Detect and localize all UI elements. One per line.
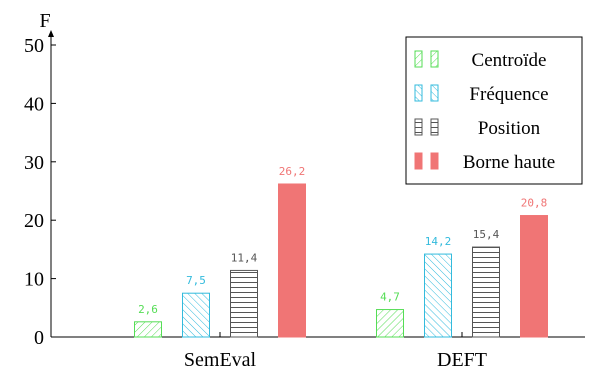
legend-item-centroide: Centroïde: [414, 50, 547, 71]
data-label-frequence-semeval: 7,5: [186, 274, 206, 287]
legend-label: Borne haute: [463, 152, 555, 173]
bars: [134, 183, 548, 338]
y-tick-label: 50: [24, 35, 44, 57]
data-label-borne-haute-semeval: 26,2: [279, 165, 306, 178]
legend-label: Position: [478, 118, 541, 139]
bar-centroide-deft: [376, 309, 404, 338]
bar-frequence-semeval: [182, 292, 210, 338]
y-tick-label: 30: [24, 152, 44, 174]
legend-item-frequence: Fréquence: [414, 84, 549, 105]
data-label-position-semeval: 11,4: [231, 251, 258, 264]
legend-swatch: [414, 118, 423, 136]
data-label-position-deft: 15,4: [473, 228, 500, 241]
legend-items: Centroïde Fréquence Position Borne haute: [414, 50, 555, 173]
bar-frequence-deft: [424, 253, 452, 338]
bar-borne-haute-deft: [520, 215, 548, 338]
y-tick-label: 40: [24, 93, 44, 115]
legend-swatch: [430, 84, 439, 102]
legend-swatch: [430, 50, 439, 68]
data-label-centroide-deft: 4,7: [380, 291, 400, 304]
legend-item-position: Position: [414, 118, 541, 139]
bar-centroide-semeval: [134, 321, 162, 338]
bar-position-deft: [472, 246, 500, 338]
legend-swatch: [414, 152, 423, 170]
y-axis-arrow: [48, 30, 54, 37]
y-tick-label: 20: [24, 210, 44, 232]
data-label-borne-haute-deft: 20,8: [521, 197, 548, 210]
legend-label: Fréquence: [469, 84, 548, 105]
legend-swatch: [430, 152, 439, 170]
legend-item-borne-haute: Borne haute: [414, 152, 555, 173]
legend-label: Centroïde: [472, 50, 547, 71]
legend-swatch: [414, 84, 423, 102]
legend-swatch: [430, 118, 439, 136]
y-tick-label: 10: [24, 269, 44, 291]
bar-position-semeval: [230, 269, 258, 338]
data-labels: 2,6 7,5 11,4 26,2 4,7 14,2 15,4 20,8: [138, 165, 547, 316]
y-tick-label: 0: [34, 327, 44, 349]
y-axis-title: F: [39, 10, 50, 32]
x-ticks: SemEval DEFT: [184, 332, 487, 371]
x-tick-label-deft: DEFT: [437, 349, 487, 371]
data-label-frequence-deft: 14,2: [425, 235, 452, 248]
y-ticks: 0 10 20 30 40 50: [24, 35, 56, 349]
x-tick-label-semeval: SemEval: [184, 349, 257, 371]
legend-swatch: [414, 50, 423, 68]
bar-borne-haute-semeval: [278, 183, 306, 338]
legend: Centroïde Fréquence Position Borne haute: [405, 36, 583, 185]
data-label-centroide-semeval: 2,6: [138, 303, 158, 316]
